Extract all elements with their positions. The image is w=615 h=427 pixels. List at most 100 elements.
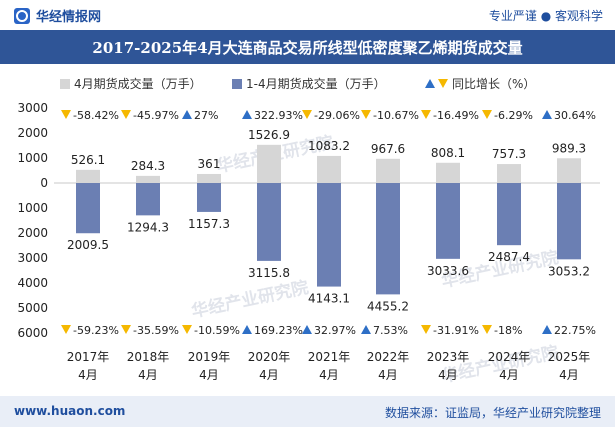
bar-chart: 4月期货成交量（万手） 1-4月期货成交量（万手） 同比增长（%） 3000 2000 1…	[17, 76, 600, 382]
x-tick-label-year: 2018年	[127, 350, 170, 364]
legend-down-triangle	[438, 79, 448, 88]
bar-cumulative	[197, 183, 221, 212]
data-label-cumulative: 1157.3	[188, 217, 230, 231]
data-label-monthly: 284.3	[131, 159, 165, 173]
growth-label-monthly: -45.97%	[133, 109, 179, 122]
data-label-cumulative: 2009.5	[67, 238, 109, 252]
chart-title: 2017-2025年4月大连商品交易所线型低密度聚乙烯期货成交量	[92, 39, 523, 57]
y-tick-label: 4000	[17, 276, 48, 290]
growth-label-monthly: 322.93%	[254, 109, 303, 122]
legend-label-growth: 同比增长（%）	[452, 77, 535, 91]
x-tick-label-year: 2017年	[67, 350, 110, 364]
data-label-monthly: 757.3	[492, 147, 526, 161]
data-label-monthly: 1083.2	[308, 139, 350, 153]
data-label-cumulative: 3115.8	[248, 266, 290, 280]
data-label-cumulative: 3033.6	[427, 264, 469, 278]
data-label-monthly: 526.1	[71, 153, 105, 167]
data-label-cumulative: 4143.1	[308, 292, 350, 306]
data-label-cumulative: 2487.4	[488, 250, 530, 264]
y-tick-label: 6000	[17, 326, 48, 340]
bar-monthly	[557, 158, 581, 183]
growth-marker-cumulative	[482, 325, 492, 334]
bar-monthly	[497, 164, 521, 183]
bar-cumulative	[497, 183, 521, 246]
x-tick-label-year: 2025年	[548, 350, 591, 364]
growth-marker-monthly	[361, 110, 371, 119]
bar-cumulative	[317, 183, 341, 287]
data-label-monthly: 361	[198, 157, 221, 171]
y-tick-label: 3000	[17, 101, 48, 115]
growth-label-monthly: 30.64%	[554, 109, 596, 122]
title-bar: 2017-2025年4月大连商品交易所线型低密度聚乙烯期货成交量	[0, 30, 615, 64]
growth-marker-monthly	[482, 110, 492, 119]
growth-label-cumulative: -31.91%	[433, 324, 479, 337]
bar-cumulative	[557, 183, 581, 260]
growth-marker-cumulative	[542, 325, 552, 334]
growth-label-cumulative: -10.59%	[194, 324, 240, 337]
growth-label-cumulative: 22.75%	[554, 324, 596, 337]
y-tick-label: 2000	[17, 226, 48, 240]
x-tick-label-month: 4月	[259, 368, 279, 382]
growth-marker-monthly	[182, 110, 192, 119]
growth-marker-cumulative	[61, 325, 71, 334]
growth-marker-monthly	[121, 110, 131, 119]
data-label-monthly: 967.6	[371, 142, 405, 156]
tagline: 专业严谨 ● 客观科学	[488, 9, 603, 23]
growth-label-cumulative: -59.23%	[73, 324, 119, 337]
data-label-monthly: 1526.9	[248, 128, 290, 142]
growth-marker-cumulative	[242, 325, 252, 334]
brand-name: 华经情报网	[36, 10, 102, 25]
data-label-cumulative: 4455.2	[367, 299, 409, 313]
bar-monthly	[76, 169, 100, 183]
site-url: www.huaon.com	[14, 404, 126, 418]
bar-monthly	[136, 175, 160, 183]
growth-label-cumulative: -18%	[494, 324, 522, 337]
bar-cumulative	[76, 183, 100, 234]
x-tick-label-month: 4月	[78, 368, 98, 382]
bar-monthly	[257, 144, 281, 183]
top-bar: 华经情报网 专业严谨 ● 客观科学	[0, 0, 615, 30]
growth-label-monthly: -6.29%	[494, 109, 533, 122]
growth-marker-cumulative	[361, 325, 371, 334]
bar-cumulative	[257, 183, 281, 261]
x-tick-label-month: 4月	[378, 368, 398, 382]
y-tick-label: 3000	[17, 251, 48, 265]
bar-cumulative	[436, 183, 460, 259]
legend-swatch-monthly	[60, 79, 70, 89]
x-tick-label-month: 4月	[138, 368, 158, 382]
growth-label-cumulative: -35.59%	[133, 324, 179, 337]
x-tick-label-month: 4月	[438, 368, 458, 382]
bar-monthly	[317, 155, 341, 183]
x-tick-label-year: 2019年	[188, 350, 231, 364]
growth-label-monthly: 27%	[194, 109, 218, 122]
data-label-cumulative: 3053.2	[548, 264, 590, 278]
growth-marker-cumulative	[121, 325, 131, 334]
bar-monthly	[436, 162, 460, 183]
bar-cumulative	[136, 183, 160, 216]
logo-icon	[14, 7, 30, 24]
bar-monthly	[376, 158, 400, 183]
growth-marker-monthly	[61, 110, 71, 119]
y-tick-label: 1000	[17, 151, 48, 165]
x-tick-label-month: 4月	[319, 368, 339, 382]
x-tick-label-year: 2024年	[488, 350, 531, 364]
growth-marker-cumulative	[302, 325, 312, 334]
growth-marker-monthly	[421, 110, 431, 119]
growth-label-cumulative: 32.97%	[314, 324, 356, 337]
growth-marker-cumulative	[421, 325, 431, 334]
y-tick-label: 0	[40, 176, 48, 190]
y-tick-label: 2000	[17, 126, 48, 140]
growth-label-monthly: -29.06%	[314, 109, 360, 122]
y-tick-label: 1000	[17, 201, 48, 215]
growth-marker-monthly	[542, 110, 552, 119]
x-tick-label-month: 4月	[559, 368, 579, 382]
growth-marker-cumulative	[182, 325, 192, 334]
growth-label-cumulative: 169.23%	[254, 324, 303, 337]
growth-marker-monthly	[242, 110, 252, 119]
bar-monthly	[197, 173, 221, 183]
legend-label-cumulative: 1-4月期货成交量（万手）	[246, 76, 386, 91]
bar-cumulative	[376, 183, 400, 295]
growth-label-cumulative: 7.53%	[373, 324, 408, 337]
x-tick-label-year: 2023年	[427, 350, 470, 364]
